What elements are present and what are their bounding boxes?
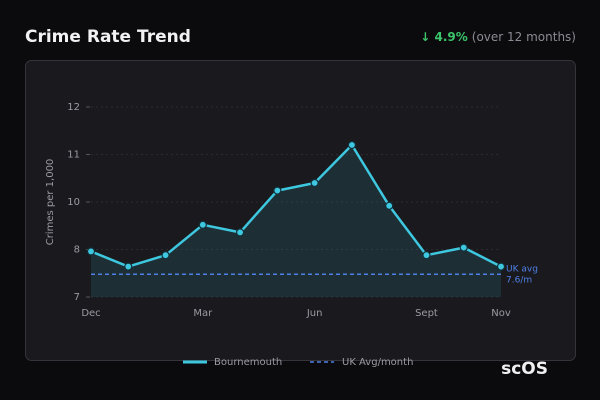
y-axis-label: Crimes per 1,000 [45, 159, 56, 246]
legend-label: Bournemouth [214, 357, 282, 368]
chart-card [25, 60, 576, 361]
point [235, 228, 245, 237]
y-tick-label: 10 [67, 197, 80, 208]
x-tick-label: Dec [81, 308, 100, 319]
point [273, 186, 282, 195]
reference-label: 7.6/m [506, 276, 532, 286]
legend: Bournemouth UK Avg/month [183, 357, 413, 368]
point [161, 251, 170, 260]
y-tick-label: 11 [67, 150, 80, 161]
watermark: scOS [501, 359, 548, 379]
point [385, 201, 394, 210]
point [496, 262, 506, 271]
point [422, 251, 431, 260]
change-note: (over 12 months) [472, 30, 576, 44]
line [90, 143, 502, 268]
point [198, 220, 207, 229]
change-value: ↓ 4.9% [420, 30, 468, 44]
x-tick-label: Mar [193, 308, 213, 319]
change-summary: ↓ 4.9% (over 12 months) [420, 30, 576, 44]
x-tick-label: Nov [491, 308, 511, 319]
area [91, 145, 501, 297]
x-tick-label: Jun [306, 308, 323, 319]
point [459, 243, 468, 252]
point [347, 140, 357, 150]
x-tick-label: Sept [415, 308, 438, 319]
point [124, 262, 133, 271]
y-tick-label: 8 [74, 245, 80, 256]
point [310, 178, 319, 188]
legend-label: UK Avg/month [342, 357, 413, 368]
reference-label: UK avg [506, 265, 538, 275]
y-tick-label: 7 [74, 292, 80, 303]
y-tick-label: 12 [67, 102, 80, 113]
chart-title: Crime Rate Trend [25, 27, 191, 47]
point [86, 247, 96, 256]
